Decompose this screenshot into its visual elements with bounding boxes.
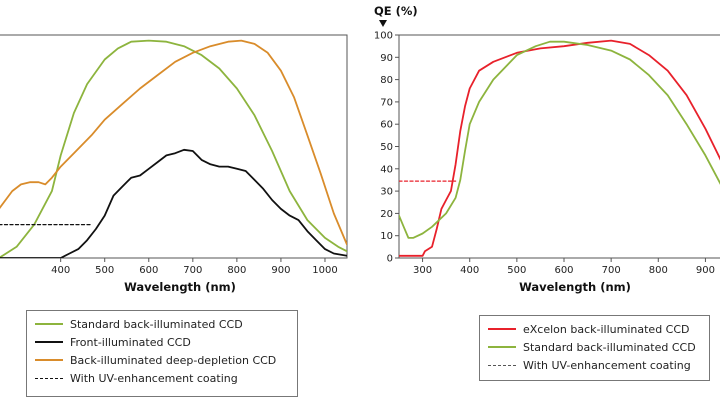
y-axis-arrow-icon — [379, 20, 387, 27]
right-y-tick-label: 70 — [380, 97, 393, 108]
right-legend: eXcelon back-illuminated CCD Standard ba… — [479, 315, 710, 381]
right-x-axis-title: Wavelength (nm) — [519, 280, 631, 294]
left-chart: 400 500 600 700 800 900 1000 Wavelength (nm) — [0, 34, 348, 294]
right-series-line-0 — [399, 39, 720, 257]
right-y-tick-label: 50 — [380, 142, 393, 153]
legend-label: Standard back-illuminated CCD — [523, 340, 696, 354]
legend-label: Back-illuminated deep-depletion CCD — [70, 353, 277, 367]
left-x-tick-label: 400 — [51, 265, 70, 276]
right-x-tick-label: 900 — [696, 265, 715, 276]
right-x-tick-label: 400 — [460, 265, 479, 276]
right-y-tick-label: 20 — [380, 209, 393, 220]
right-y-tick-label: 40 — [380, 164, 393, 175]
left-plot-frame — [0, 34, 348, 259]
right-x-ticks: 300 400 500 600 700 800 900 — [413, 258, 715, 276]
left-x-tick-label: 900 — [271, 265, 290, 276]
right-x-tick-label: 800 — [649, 265, 668, 276]
legend-label: Standard back-illuminated CCD — [70, 317, 243, 331]
left-series-line-2 — [0, 39, 347, 246]
right-series-line-1 — [399, 40, 720, 239]
legend-label: With UV-enhancement coating — [70, 371, 238, 385]
right-y-tick-label: 80 — [380, 75, 393, 86]
legend-swatch — [488, 346, 516, 348]
legend-swatch — [35, 323, 63, 325]
legend-label: eXcelon back-illuminated CCD — [523, 322, 690, 336]
legend-label: Front-illuminated CCD — [70, 335, 191, 349]
legend-swatch — [35, 377, 63, 379]
legend-swatch — [35, 341, 63, 343]
right-y-tick-label: 30 — [380, 187, 393, 198]
right-y-tick-label: 90 — [380, 53, 393, 64]
right-x-tick-label: 600 — [554, 265, 573, 276]
right-y-ticks: 0 10 20 30 40 50 60 70 80 90 100 — [374, 31, 399, 265]
legend-swatch — [488, 364, 516, 366]
legend-item: Front-illuminated CCD — [35, 333, 289, 351]
legend-item: Back-illuminated deep-depletion CCD — [35, 351, 289, 369]
left-legend: Standard back-illuminated CCD Front-illu… — [26, 310, 298, 397]
legend-item: With UV-enhancement coating — [35, 369, 289, 387]
right-x-tick-label: 300 — [413, 265, 432, 276]
right-y-tick-label: 100 — [374, 31, 393, 42]
right-y-tick-label: 0 — [387, 254, 393, 265]
right-chart: 300 400 500 600 700 800 900 0 10 20 30 40 50 60 70 80 9… — [374, 4, 720, 294]
left-x-tick-label: 700 — [183, 265, 202, 276]
left-x-axis-title: Wavelength (nm) — [124, 280, 236, 294]
left-series-line-0 — [0, 39, 347, 258]
legend-item: Standard back-illuminated CCD — [488, 338, 701, 356]
left-x-tick-label: 500 — [95, 265, 114, 276]
left-x-tick-label: 1000 — [312, 265, 337, 276]
legend-swatch — [35, 359, 63, 361]
legend-swatch — [488, 328, 516, 330]
right-x-tick-label: 700 — [602, 265, 621, 276]
right-y-tick-label: 60 — [380, 120, 393, 131]
right-y-tick-label: 10 — [380, 231, 393, 242]
legend-item: eXcelon back-illuminated CCD — [488, 320, 701, 338]
left-x-tick-label: 800 — [227, 265, 246, 276]
right-plot-frame — [398, 34, 720, 259]
left-x-ticks: 400 500 600 700 800 900 1000 — [51, 258, 338, 276]
left-x-tick-label: 600 — [139, 265, 158, 276]
right-series-group — [399, 39, 720, 257]
legend-label: With UV-enhancement coating — [523, 358, 691, 372]
legend-item: Standard back-illuminated CCD — [35, 315, 289, 333]
right-y-axis-title: QE (%) — [374, 4, 418, 18]
left-series-line-1 — [0, 148, 347, 258]
legend-item: With UV-enhancement coating — [488, 356, 701, 374]
right-x-tick-label: 500 — [507, 265, 526, 276]
left-series-group — [0, 39, 347, 258]
